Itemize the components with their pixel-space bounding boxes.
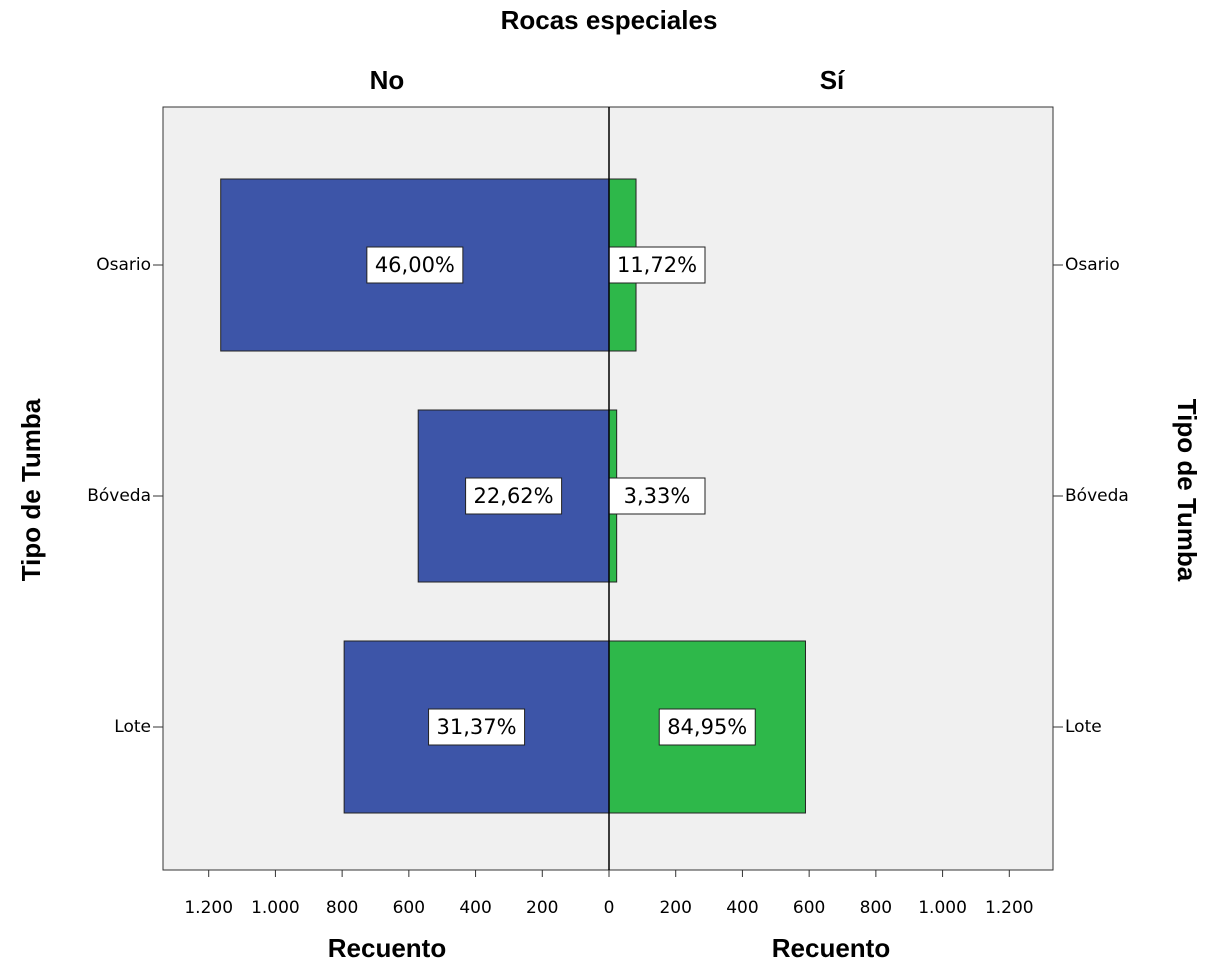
- y-tick-label: Lote: [1065, 717, 1102, 737]
- value-label: 31,37%: [437, 715, 517, 739]
- y-tick-label: Bóveda: [1065, 486, 1129, 506]
- x-tick-label: 800: [326, 898, 358, 918]
- x-tick-label: 800: [860, 898, 892, 918]
- panel-title: No: [370, 65, 405, 95]
- y-tick-label: Osario: [96, 255, 151, 275]
- x-tick-label: 400: [459, 898, 491, 918]
- y-axis-label: Tipo de Tumba: [16, 398, 46, 581]
- x-tick-label: 200: [659, 898, 691, 918]
- x-tick-label: 1.200: [985, 898, 1034, 918]
- x-tick-label: 600: [393, 898, 425, 918]
- y-tick-label: Bóveda: [87, 486, 151, 506]
- value-label: 11,72%: [617, 253, 697, 277]
- value-label-box: [465, 477, 563, 515]
- value-label-box: [608, 477, 706, 515]
- y-tick-label: Lote: [114, 717, 151, 737]
- y-axis-label: Tipo de Tumba: [1172, 399, 1202, 582]
- panel-title: Sí: [820, 65, 845, 95]
- x-tick-label: 400: [726, 898, 758, 918]
- value-label: 22,62%: [474, 484, 554, 508]
- value-label-box: [608, 246, 706, 284]
- x-tick-label: 200: [526, 898, 558, 918]
- value-label-box: [428, 708, 526, 746]
- x-tick-label: 0: [604, 898, 615, 918]
- value-label: 3,33%: [624, 484, 691, 508]
- x-axis-label: Recuento: [328, 933, 446, 963]
- x-tick-label: 1.200: [184, 898, 233, 918]
- value-label: 84,95%: [667, 715, 747, 739]
- chart-title: Rocas especiales: [501, 5, 718, 35]
- value-label-box: [366, 246, 464, 284]
- x-tick-label: 1.000: [251, 898, 300, 918]
- x-tick-label: 1.000: [918, 898, 967, 918]
- value-label: 46,00%: [375, 253, 455, 277]
- y-tick-label: Osario: [1065, 255, 1120, 275]
- value-label-box: [658, 708, 756, 746]
- x-axis-label: Recuento: [772, 933, 890, 963]
- x-tick-label: 600: [793, 898, 825, 918]
